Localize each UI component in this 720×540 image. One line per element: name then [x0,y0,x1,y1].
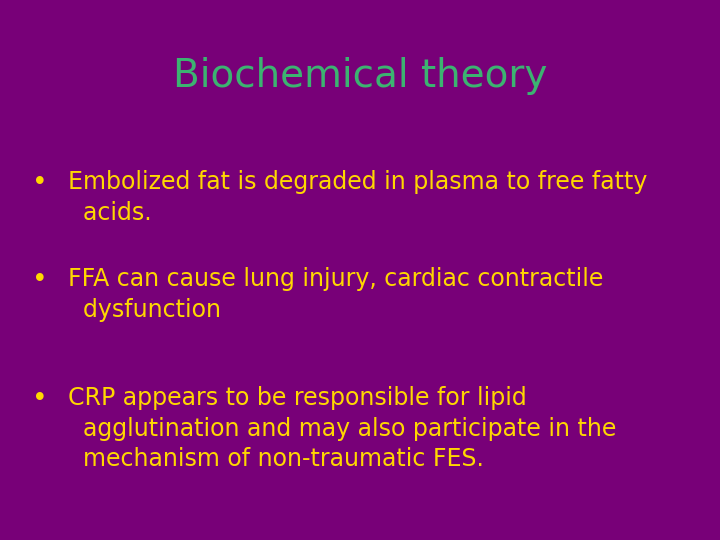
Text: Biochemical theory: Biochemical theory [173,57,547,94]
Text: Embolized fat is degraded in plasma to free fatty
  acids.: Embolized fat is degraded in plasma to f… [68,170,648,225]
Text: CRP appears to be responsible for lipid
  agglutination and may also participate: CRP appears to be responsible for lipid … [68,386,617,471]
Text: •: • [32,170,48,196]
Text: •: • [32,386,48,412]
Text: FFA can cause lung injury, cardiac contractile
  dysfunction: FFA can cause lung injury, cardiac contr… [68,267,604,322]
Text: •: • [32,267,48,293]
